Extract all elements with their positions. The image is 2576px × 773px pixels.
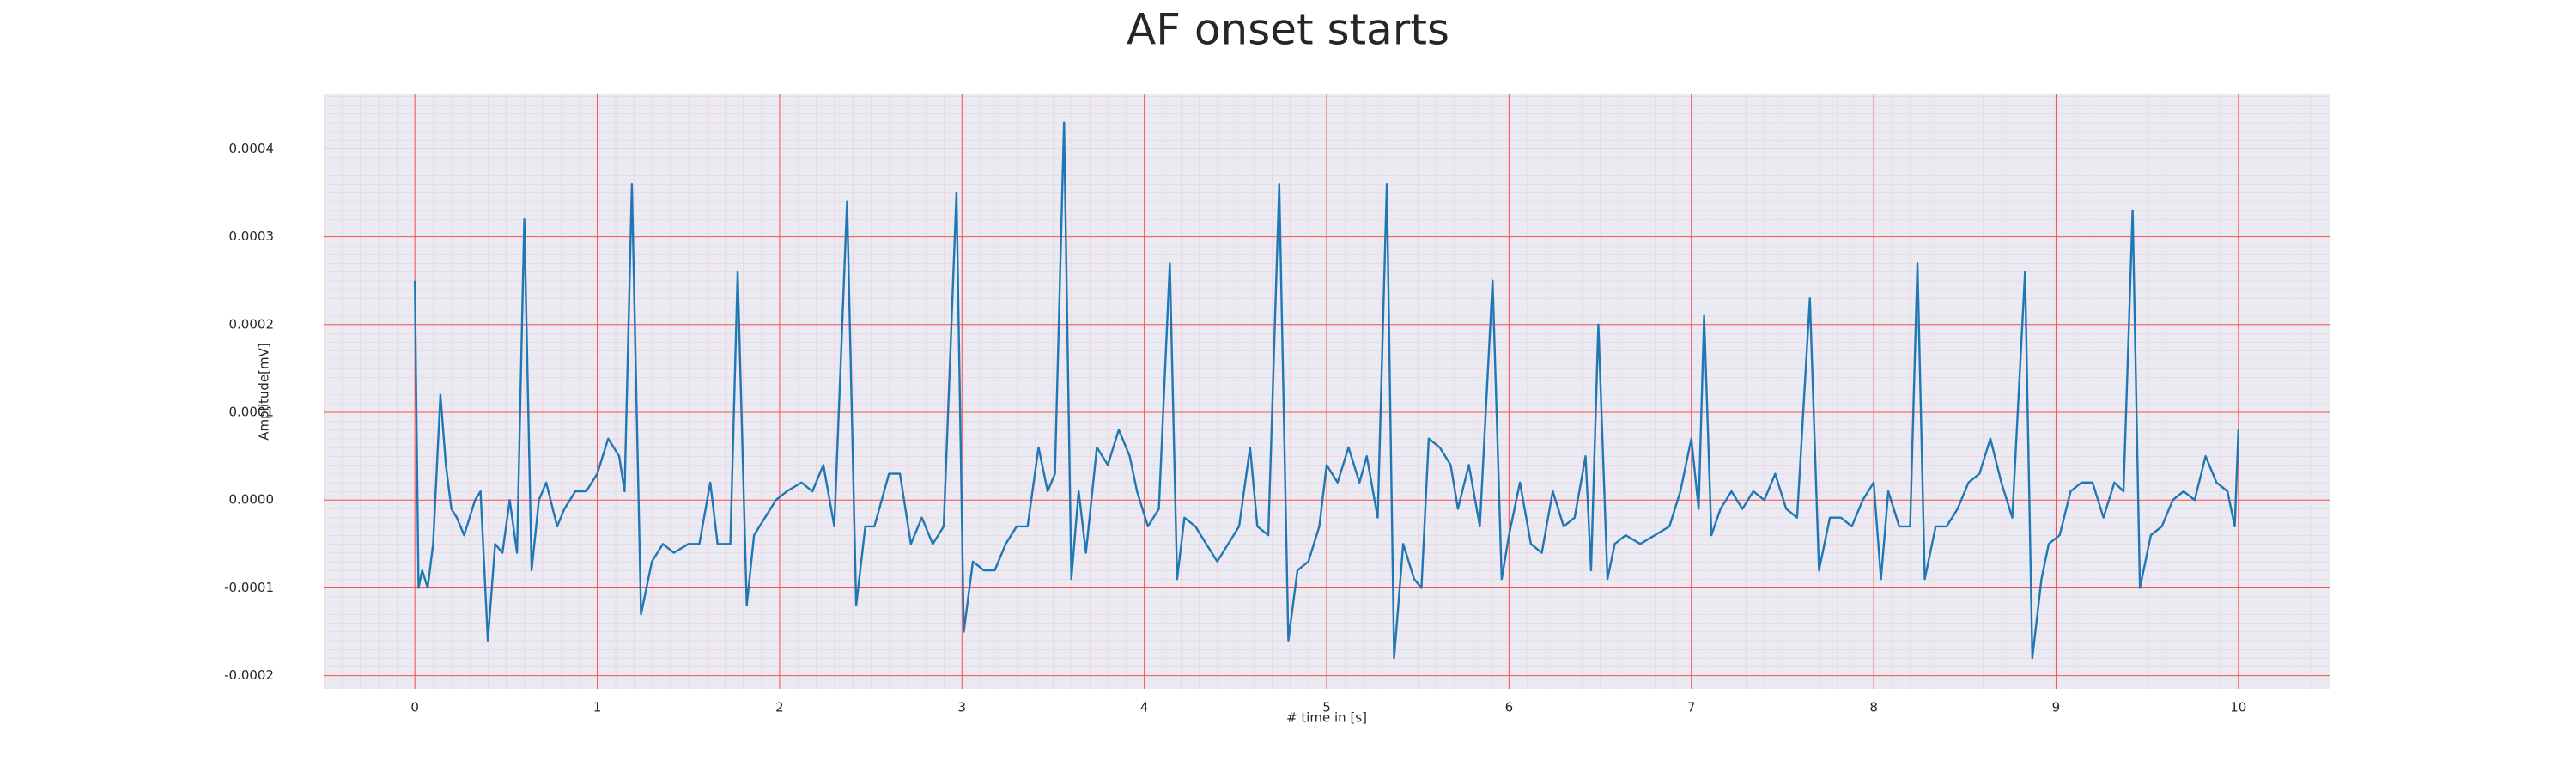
x-tick-label: 5 (1322, 700, 1331, 715)
y-tick-label: 0.0001 (229, 405, 275, 420)
x-tick-label: 6 (1505, 700, 1514, 715)
y-tick-label: 0.0003 (229, 228, 275, 244)
y-tick-label: 0.0004 (229, 141, 275, 156)
y-tick-label: 0.0002 (229, 316, 275, 332)
x-tick-label: 0 (410, 700, 419, 715)
y-tick-label: 0.0000 (229, 492, 275, 508)
x-tick-label: 7 (1687, 700, 1696, 715)
x-tick-label: 8 (1869, 700, 1878, 715)
x-tick-label: 4 (1140, 700, 1149, 715)
x-tick-label: 3 (957, 700, 966, 715)
y-tick-label: -0.0001 (224, 580, 274, 595)
x-tick-label: 9 (2052, 700, 2061, 715)
x-axis-label: # time in [s] (1286, 710, 1367, 726)
x-tick-label: 2 (775, 700, 784, 715)
x-tick-label: 1 (593, 700, 602, 715)
chart-title: AF onset starts (1127, 5, 1449, 55)
y-tick-label: -0.0002 (224, 667, 274, 683)
ecg-line (413, 121, 2240, 660)
y-axis-label: Amplitude[mV] (257, 343, 272, 440)
x-tick-label: 10 (2230, 700, 2246, 715)
